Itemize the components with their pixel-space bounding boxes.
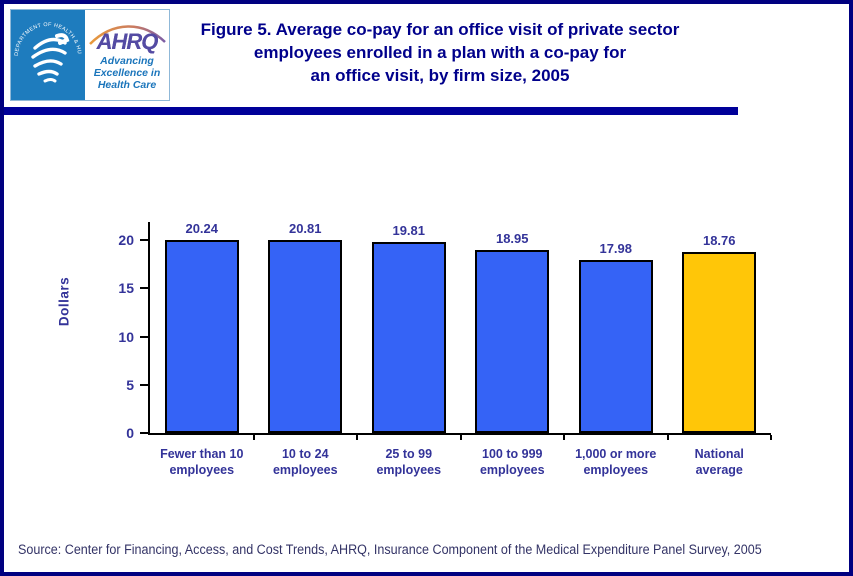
header-divider-bar <box>4 107 738 115</box>
y-axis-title: Dollars <box>56 276 72 327</box>
figure-title-line: employees enrolled in a plan with a co-p… <box>253 43 627 62</box>
y-tick-label: 0 <box>126 425 134 441</box>
ahrq-hhs-logo: DEPARTMENT OF HEALTH & HUMAN SERVICES • … <box>9 6 170 101</box>
bar <box>475 250 550 433</box>
category-label: 100 to 999 employees <box>479 447 545 477</box>
bar <box>371 242 446 433</box>
category-label: 1,000 or more employees <box>575 447 657 477</box>
bar-value-label: 17.98 <box>599 240 633 256</box>
bar-value-label: 19.81 <box>392 223 426 239</box>
ahrq-tagline: Advancing Excellence in Health Care <box>94 55 161 91</box>
y-tick-mark <box>140 335 148 338</box>
ahrq-wordmark: AHRQ <box>96 29 159 54</box>
x-tick-mark <box>459 435 462 440</box>
source-note: Source: Center for Financing, Access, an… <box>18 542 762 557</box>
x-tick-mark <box>770 435 772 440</box>
bar <box>164 240 239 433</box>
bar <box>682 252 757 433</box>
bar-value-label: 20.81 <box>288 221 322 236</box>
y-tick-mark <box>140 239 148 242</box>
bar <box>578 259 653 433</box>
bar-column: 18.95 100 to 999 employees <box>461 222 565 477</box>
figure-title-line: an office visit, by firm size, 2005 <box>310 66 570 85</box>
bar-column: 20.81 10 to 24 employees <box>254 221 358 477</box>
category-label: National average <box>694 447 744 477</box>
bar-column: 20.24 Fewer than 10 employees <box>150 221 255 477</box>
bar-value-label: 20.24 <box>185 221 219 236</box>
category-label: 25 to 99 employees <box>376 447 442 477</box>
plot-area: 0 5 10 15 20 20.24 Fewer than 10 employees 20.81… <box>118 221 772 477</box>
y-tick-label: 10 <box>118 328 134 345</box>
eagle-icon <box>31 33 70 83</box>
y-tick-label: 20 <box>118 232 134 249</box>
bar-value-label: 18.95 <box>495 231 529 247</box>
ahrq-logo: AHRQ Advancing Excellence in Health Care <box>85 10 169 100</box>
bar-value-label: 18.76 <box>702 233 736 249</box>
bar-column: 18.76 National average <box>668 222 772 477</box>
y-tick-mark <box>140 432 148 434</box>
category-label: Fewer than 10 employees <box>160 447 244 477</box>
tagline-line: Advancing <box>100 55 154 67</box>
hhs-seal-icon: DEPARTMENT OF HEALTH & HUMAN SERVICES • … <box>9 6 85 100</box>
x-tick-mark <box>563 435 565 440</box>
category-label: 10 to 24 employees <box>272 447 338 477</box>
tagline-line: Health Care <box>97 79 157 91</box>
x-tick-mark <box>356 435 358 440</box>
ahrq-arc-icon <box>89 25 166 45</box>
bar-column: 17.98 1,000 or more employees <box>564 222 669 477</box>
x-tick-mark <box>252 435 255 440</box>
bar-column: 19.81 25 to 99 employees <box>357 222 462 477</box>
figure-title: Figure 5. Average co-pay for an office v… <box>175 18 705 87</box>
figure-title-line: Figure 5. Average co-pay for an office v… <box>200 20 680 39</box>
y-tick-mark <box>140 287 148 290</box>
y-tick-label: 15 <box>118 280 134 297</box>
y-tick-label: 5 <box>126 376 134 393</box>
x-tick-mark <box>666 435 669 440</box>
tagline-line: Excellence in <box>93 67 161 79</box>
bar <box>268 240 343 433</box>
y-tick-mark <box>140 383 148 386</box>
